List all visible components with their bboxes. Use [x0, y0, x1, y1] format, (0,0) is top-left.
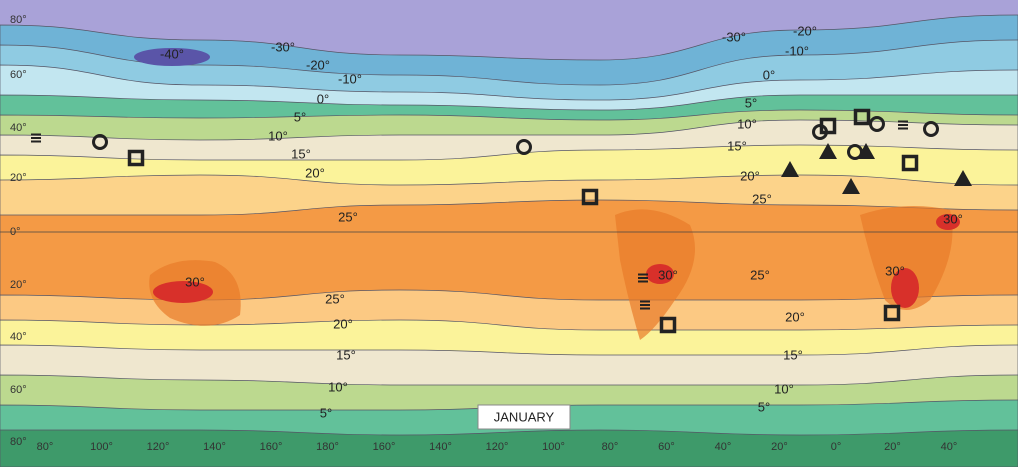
isotherm-label: -30°: [271, 39, 295, 54]
isotherm-label: 25°: [752, 191, 772, 206]
isotherm-label: 20°: [785, 309, 805, 324]
isotherm-label: 10°: [268, 128, 288, 143]
latitude-label: 0°: [10, 226, 21, 238]
longitude-label: 20°: [884, 441, 901, 453]
latitude-label: 20°: [10, 172, 27, 184]
longitude-label: 80°: [602, 441, 619, 453]
longitude-label: 140°: [203, 441, 226, 453]
isotherm-label: 15°: [291, 146, 311, 161]
latitude-label: 40°: [10, 122, 27, 134]
isotherm-label: 15°: [336, 347, 356, 362]
isotherm-label: 20°: [740, 168, 760, 183]
isotherm-label: 30°: [943, 211, 963, 226]
isotherm-label: 15°: [783, 347, 803, 362]
isotherm-label: 30°: [185, 274, 205, 289]
longitude-label: 100°: [542, 441, 565, 453]
longitude-label: 80°: [37, 441, 54, 453]
square-symbol: [581, 188, 599, 206]
latitude-label: 80°: [10, 14, 27, 26]
longitude-label: 160°: [260, 441, 283, 453]
latitude-label: 20°: [10, 279, 27, 291]
triangle-symbol: [781, 161, 799, 177]
title-box: [477, 404, 571, 430]
isotherm-label: 30°: [885, 263, 905, 278]
square-symbol: [127, 149, 145, 167]
square-symbol: [853, 108, 871, 126]
isotherm-label: 10°: [774, 381, 794, 396]
square-symbol: [883, 304, 901, 322]
isotherm-label: 5°: [745, 95, 757, 110]
isotherm-label: -10°: [338, 71, 362, 86]
latitude-label: 80°: [10, 436, 27, 448]
isotherm-label: 5°: [758, 399, 770, 414]
isotherm-label: 10°: [328, 379, 348, 394]
square-symbol: [901, 154, 919, 172]
longitude-label: 140°: [429, 441, 452, 453]
circle-symbol: [923, 121, 939, 137]
isotherm-label: 25°: [750, 267, 770, 282]
isotherm-label: -10°: [785, 43, 809, 58]
longitude-label: 120°: [486, 441, 509, 453]
isotherm-label: 15°: [727, 138, 747, 153]
isotherm-label: 10°: [737, 116, 757, 131]
longitude-label: 100°: [90, 441, 113, 453]
isotherm-label: 5°: [294, 109, 306, 124]
latitude-label: 60°: [10, 69, 27, 81]
longitude-label: 40°: [715, 441, 732, 453]
isotherm-label: 25°: [338, 209, 358, 224]
isotherm-label: 20°: [305, 165, 325, 180]
triangle-symbol: [819, 143, 837, 159]
symbols: [31, 108, 972, 334]
triangle-symbol: [857, 143, 875, 159]
isotherm-label: -40°: [160, 46, 184, 61]
isotherm-label: 5°: [320, 405, 332, 420]
labels: 80° 60° 40° 20° 0° 20° 40° 60° 80° 80° 100° 120° 140…: [10, 14, 963, 453]
longitude-label: 120°: [147, 441, 170, 453]
circle-symbol: [92, 134, 108, 150]
longitude-label: 0°: [831, 441, 842, 453]
longitude-label: 60°: [658, 441, 675, 453]
triangle-symbol: [842, 178, 860, 194]
triangle-symbol: [954, 170, 972, 186]
circle-symbol: [869, 116, 885, 132]
latitude-label: 60°: [10, 384, 27, 396]
isotherm-label: -30°: [722, 29, 746, 44]
isotherm-label: 25°: [325, 291, 345, 306]
square-symbol: [819, 117, 837, 135]
latitude-label: 40°: [10, 331, 27, 343]
circle-symbol: [516, 139, 532, 155]
longitude-label: 180°: [316, 441, 339, 453]
map-title: JANUARY: [494, 409, 555, 424]
longitude-label: 40°: [941, 441, 958, 453]
square-symbol: [659, 316, 677, 334]
isotherm-label: -20°: [793, 23, 817, 38]
isotherm-label: 30°: [658, 267, 678, 282]
isotherm-label: 20°: [333, 316, 353, 331]
isotherm-label: 0°: [317, 91, 329, 106]
temperature-band: [0, 429, 1018, 467]
longitude-label: 20°: [771, 441, 788, 453]
longitude-label: 160°: [373, 441, 396, 453]
isotherm-label: 0°: [763, 67, 775, 82]
bands: [0, 14, 1018, 467]
isotherm-label: -20°: [306, 57, 330, 72]
